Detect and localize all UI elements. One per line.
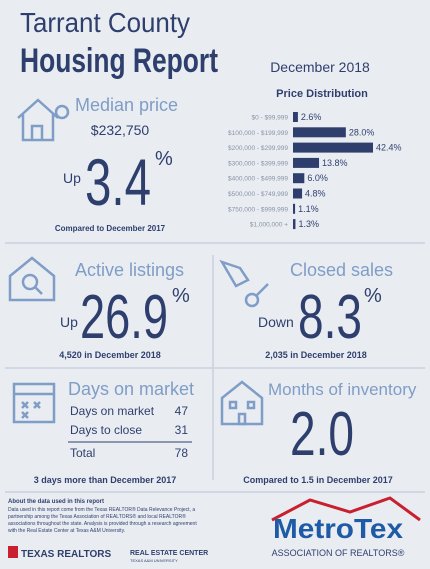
bar [293,188,303,199]
logo: TEXAS REALTORS [21,549,112,560]
note: Compared to December 2017 [55,224,166,233]
section-title: Months of inventory [268,380,417,399]
direction: Up [63,170,81,186]
category-label: $200,000 - $299,999 [228,145,288,152]
title: Housing Report [20,42,218,80]
bar [293,127,346,138]
section-title: Median price [75,95,178,115]
footer-heading: About the data used in this report [8,499,104,505]
chart-title: Price Distribution [276,88,368,100]
value-label: 2.6% [301,112,322,122]
value: 2.0 [290,400,354,469]
calendar-icon [12,382,56,424]
row-value: 78 [175,446,189,460]
price: $232,750 [91,122,150,138]
category-label: $750,000 - $999,999 [228,206,288,213]
category-label: $300,000 - $399,999 [228,160,288,167]
value-label: 42.4% [376,143,402,153]
row-label: Days to close [70,423,142,437]
direction: Up [60,314,78,330]
change: 8.3 [298,283,362,352]
note: 4,520 in December 2018 [59,350,161,360]
row-label: Days on market [70,404,155,418]
logo: ASSOCIATION OF REALTORS® [272,548,405,558]
house-icon [17,98,70,142]
footer-text: with the Real Estate Center at Texas A&M… [8,528,125,534]
percent: % [172,285,190,307]
bar [293,112,298,122]
footer-text: partnership among the Texas Association … [8,513,186,520]
direction: Down [258,314,294,330]
value-label: 28.0% [349,127,375,137]
value-label: 4.8% [305,189,326,199]
category-label: $100,000 - $199,999 [228,130,288,137]
section-title: Days on market [68,379,194,399]
section-title: Closed sales [290,260,393,280]
logo: REAL ESTATE CENTER [130,550,208,557]
value-label: 1.3% [298,219,319,229]
value-label: 1.1% [298,204,319,214]
footer-text: Data used in this report come from the T… [8,506,195,513]
bar [293,203,296,214]
bar [293,157,320,168]
category-label: $400,000 - $499,999 [228,176,288,183]
value-label: 13.8% [322,158,348,168]
period: December 2018 [270,59,370,75]
key-icon [219,259,269,308]
category-label: $1,000,000 + [250,222,288,229]
category-label: $500,000 - $749,999 [228,191,288,198]
category-label: $0 - $99,999 [251,115,288,122]
value-label: 6.0% [307,173,328,183]
footer-text: associations throughout the state. Analy… [8,521,197,527]
roof [271,496,421,522]
row-value: 47 [175,404,189,418]
logo: TEXAS A&M UNIVERSITY [130,558,178,563]
building-icon [220,380,264,426]
bar [293,142,373,153]
change: 3.4 [85,145,151,219]
percent: % [364,285,382,307]
title: Tarrant County [20,7,190,38]
logo: MetroTex [273,513,403,544]
search-icon [8,256,56,302]
note: 3 days more than December 2017 [34,475,177,485]
note: 2,035 in December 2018 [265,350,367,360]
note: Compared to 1.5 in December 2017 [243,475,393,485]
section-title: Active listings [75,260,184,280]
bar [293,219,296,230]
change: 26.9 [80,283,168,352]
row-label: Total [70,446,95,460]
bar [293,173,305,184]
percent: % [155,148,173,170]
logo-mark [8,546,18,558]
row-value: 31 [175,423,189,437]
bars: $0 - $99,999 2.6% $100,000 - $199,999 28.0%… [228,112,402,230]
